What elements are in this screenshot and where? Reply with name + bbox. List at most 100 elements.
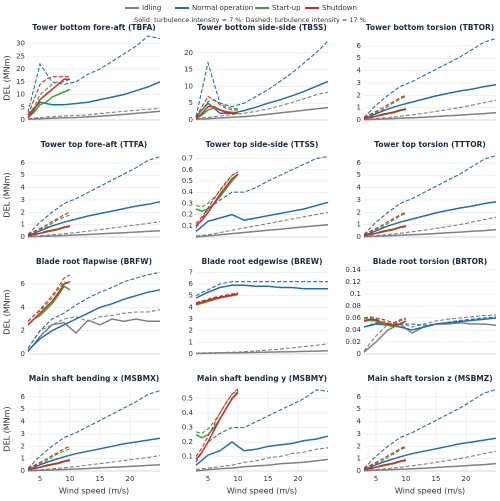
series-line: [195, 389, 239, 457]
y-tick-label: 5: [357, 171, 361, 179]
y-tick-label: 0.1: [182, 222, 193, 230]
series-line: [27, 274, 71, 322]
x-axis-label: Wind speed (m/s): [59, 487, 129, 496]
x-tick-label: 10: [66, 475, 75, 483]
x-tick-label: 5: [374, 475, 378, 483]
series-line: [363, 37, 497, 118]
series-line: [27, 455, 161, 471]
y-tick-label: 7: [189, 268, 193, 276]
x-axis-label: Wind speed (m/s): [395, 487, 465, 496]
series-line: [195, 201, 329, 232]
y-tick-label: 20: [184, 49, 193, 57]
y-tick-label: 30: [16, 40, 25, 48]
panel-title: Blade root torsion (BRTOR): [373, 257, 487, 266]
y-tick-label: 4: [189, 303, 194, 311]
y-tick-label: 10: [16, 91, 25, 99]
series-line: [27, 214, 71, 236]
series-line: [27, 35, 161, 113]
series-line: [363, 228, 497, 238]
y-tick-label: 6: [357, 159, 362, 167]
series-line: [363, 316, 407, 324]
y-tick-label: 0.2: [182, 438, 193, 446]
series-line: [195, 155, 329, 229]
series-line: [363, 201, 497, 237]
y-tick-label: 5: [21, 405, 25, 413]
y-tick-label: 4: [21, 418, 26, 426]
y-tick-label: 1: [357, 455, 361, 463]
series-line: [363, 459, 407, 471]
x-tick-label: 15: [432, 475, 441, 483]
y-tick-label: 4: [21, 184, 26, 192]
y-tick-label: 0: [357, 350, 361, 358]
series-line: [363, 446, 407, 470]
series-line: [27, 459, 71, 471]
y-tick-label: 2: [357, 91, 361, 99]
y-tick-label: 3: [357, 430, 361, 438]
series-line: [27, 289, 161, 352]
series-line: [363, 154, 497, 235]
y-tick-label: 10: [184, 82, 193, 90]
series-line: [363, 316, 497, 328]
y-tick-label: 1: [21, 455, 25, 463]
y-tick-label: 0.3: [182, 199, 193, 207]
y-tick-label: 0.7: [182, 155, 193, 163]
series-line: [27, 390, 161, 469]
panel-title: Blade root flapwise (BRFW): [36, 257, 152, 266]
series-line: [27, 76, 70, 116]
y-tick-label: 0.2: [182, 211, 193, 219]
y-tick-label: 0.04: [345, 326, 361, 334]
y-tick-label: 6: [357, 42, 362, 50]
panel-title: Tower top torsion (TTTOR): [374, 140, 486, 149]
legend-label: Start-up: [272, 4, 301, 12]
series-line: [27, 437, 161, 471]
x-tick-label: 5: [38, 475, 42, 483]
y-tick-label: 0: [21, 233, 25, 241]
y-tick-label: 5: [189, 99, 193, 107]
series-line: [195, 458, 329, 472]
y-tick-label: 0: [21, 467, 25, 475]
series-line: [363, 314, 497, 352]
series-line: [363, 84, 497, 120]
series-line: [363, 212, 407, 236]
x-tick-label: 15: [264, 475, 273, 483]
series-line: [27, 201, 161, 237]
series-line: [363, 388, 497, 469]
series-line: [195, 392, 239, 460]
panel-title: Blade root edgewise (BREW): [202, 257, 323, 266]
series-line: [195, 292, 239, 304]
y-tick-label: 20: [16, 65, 25, 73]
y-tick-label: 6: [189, 280, 194, 288]
y-tick-label: 6: [21, 280, 26, 288]
y-tick-label: 5: [189, 292, 193, 300]
series-line: [27, 78, 71, 116]
series-line: [27, 309, 161, 349]
y-tick-label: 0.5: [182, 177, 193, 185]
x-tick-label: 10: [402, 475, 411, 483]
series-line: [363, 225, 407, 237]
y-tick-label: 0.1: [350, 290, 361, 298]
y-tick-label: 0.4: [182, 409, 194, 417]
series-line: [363, 462, 497, 472]
series-line: [363, 95, 407, 119]
y-tick-label: 3: [21, 430, 25, 438]
y-tick-label: 6: [357, 393, 362, 401]
series-line: [195, 171, 239, 208]
y-tick-label: 0: [21, 350, 25, 358]
y-tick-label: 4: [357, 418, 362, 426]
series-line: [27, 230, 161, 238]
x-axis-label: Wind speed (m/s): [227, 487, 297, 496]
y-tick-label: 4: [357, 67, 362, 75]
series-line: [195, 447, 329, 471]
legend-note: Solid: turbulence intensity = 7 %· Dashe…: [134, 16, 366, 24]
y-tick-label: 5: [357, 405, 361, 413]
y-tick-label: 3: [357, 196, 361, 204]
y-tick-label: 4: [357, 184, 362, 192]
y-axis-label: DEL (MNm): [3, 172, 12, 217]
series-line: [27, 211, 71, 235]
y-tick-label: 1: [21, 221, 25, 229]
y-tick-label: 5: [357, 54, 361, 62]
series-line: [363, 318, 407, 326]
y-tick-label: 0.1: [182, 453, 193, 461]
y-tick-label: 2: [357, 208, 361, 216]
series-line: [363, 437, 497, 471]
